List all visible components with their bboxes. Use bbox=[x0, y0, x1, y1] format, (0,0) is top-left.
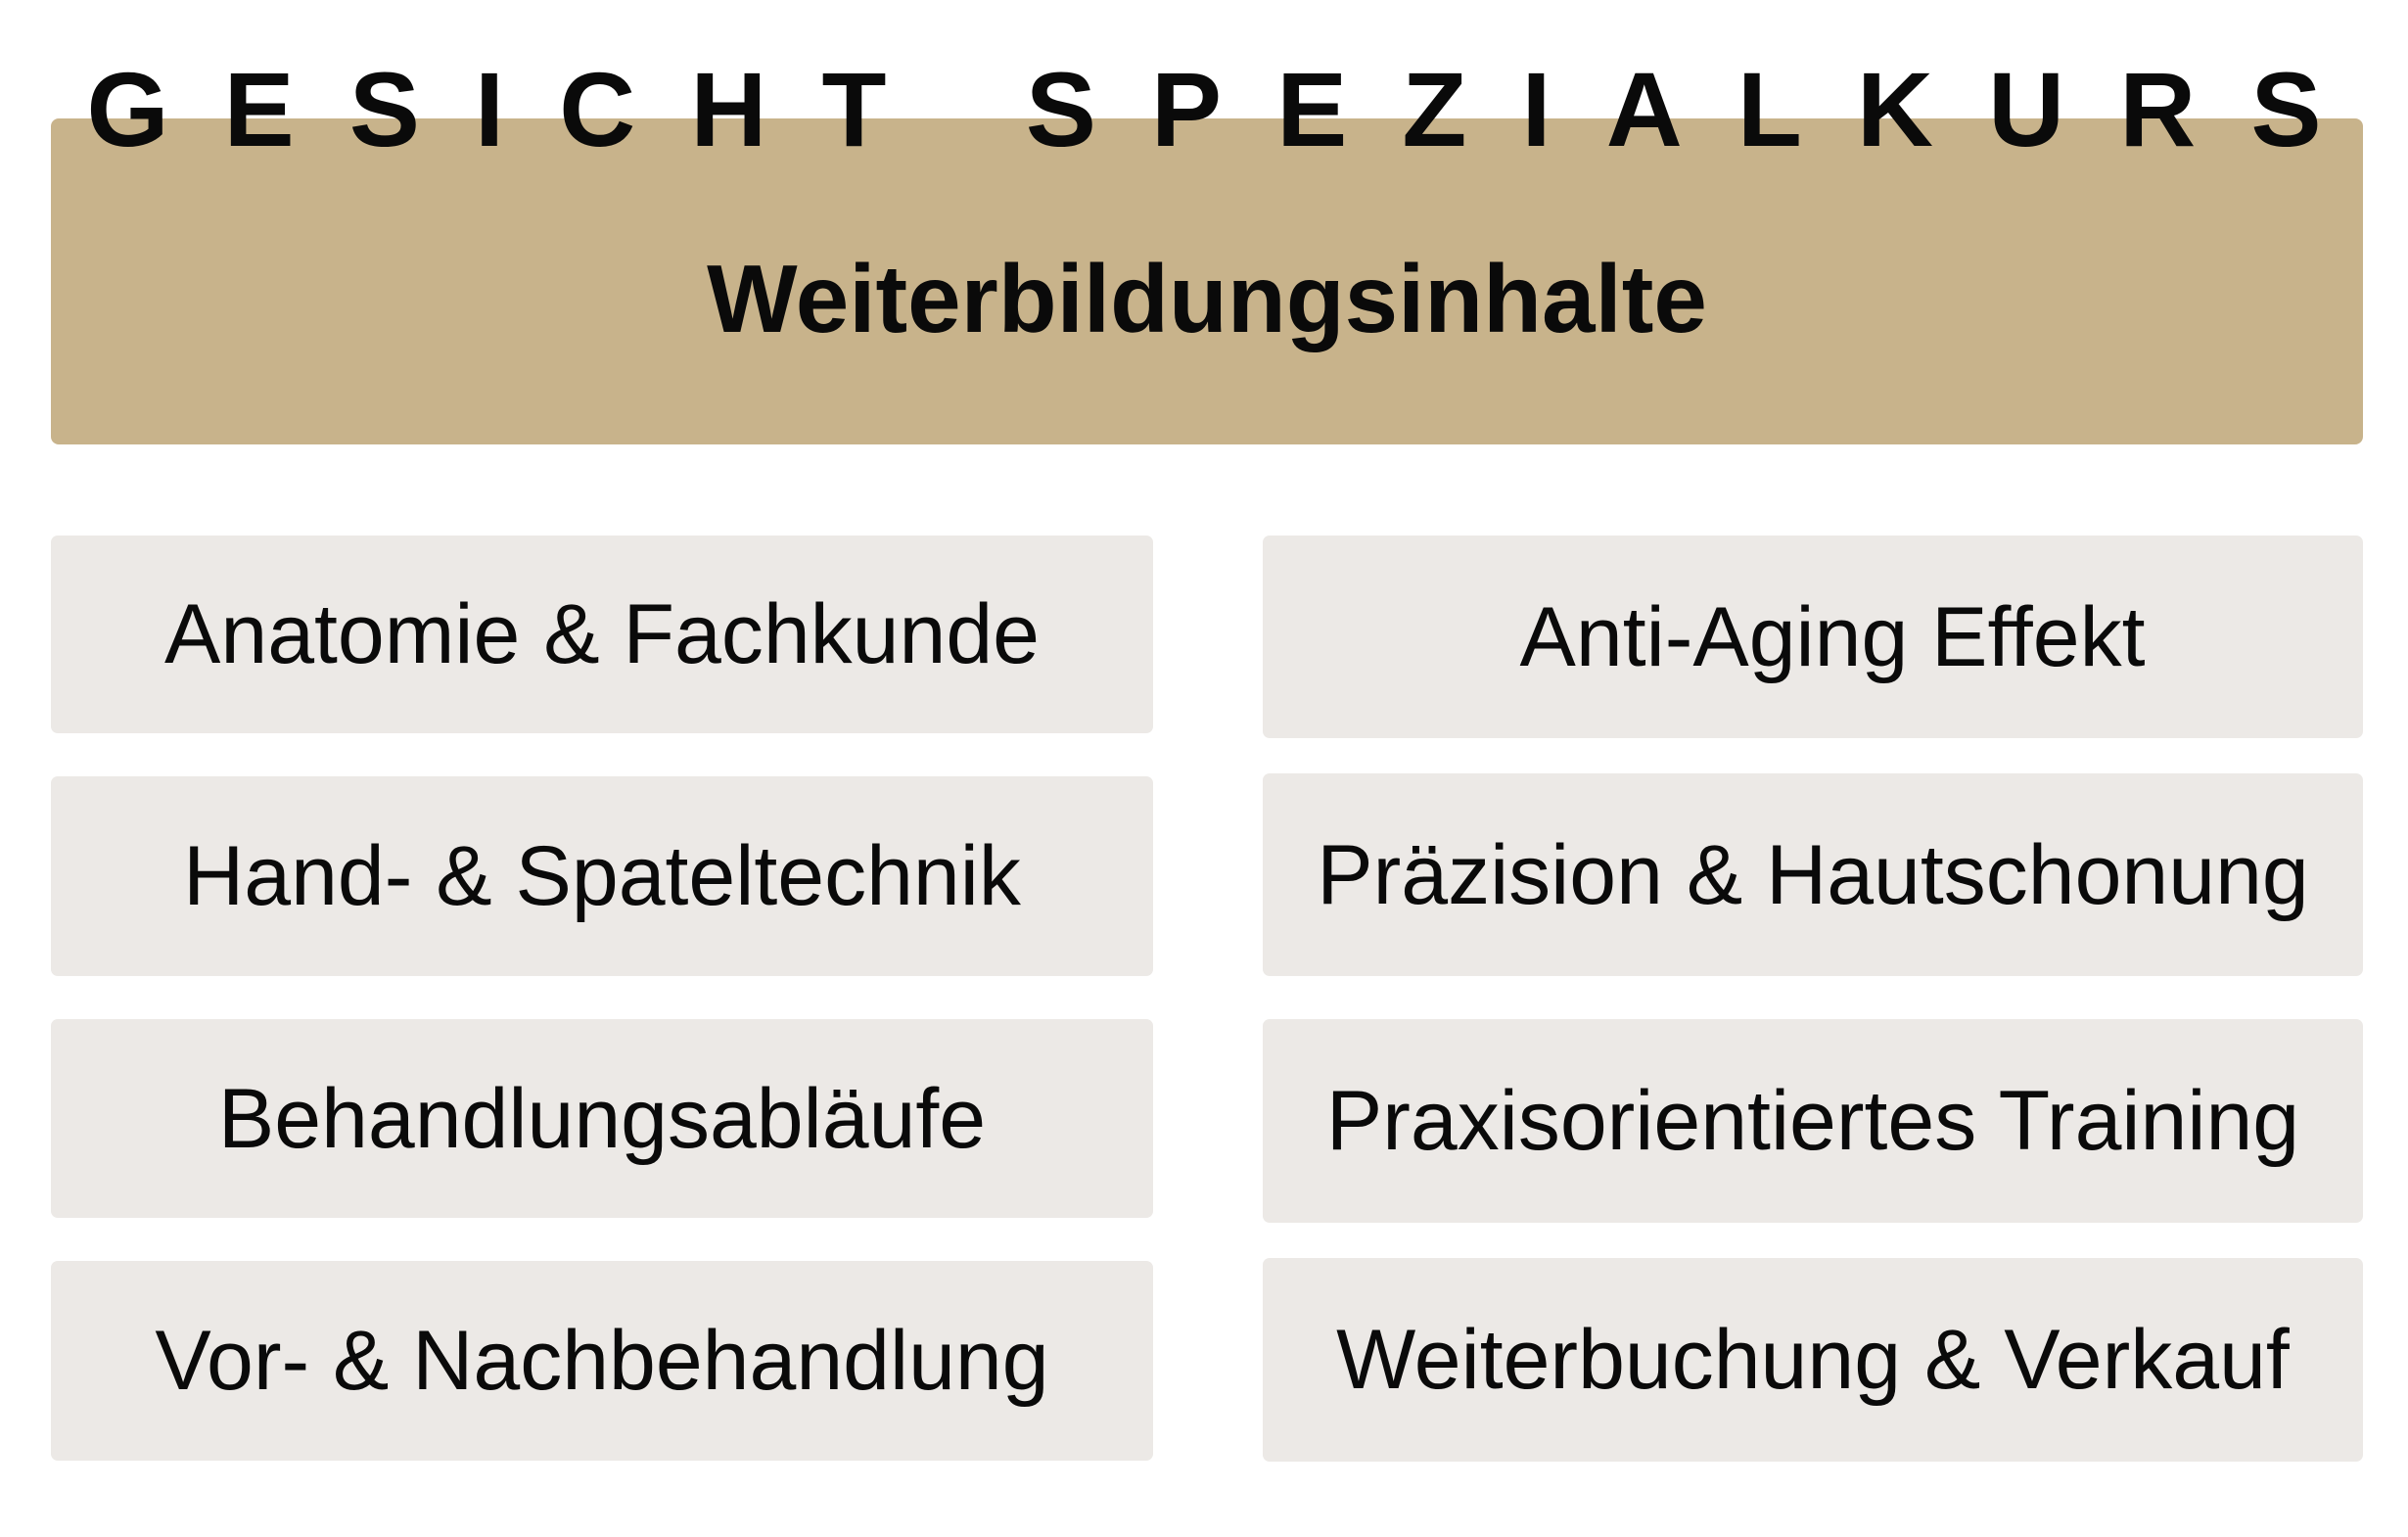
card-label: Anatomie & Fachkunde bbox=[164, 587, 1040, 681]
content-card-anti-aging: Anti-Aging Effekt bbox=[1263, 536, 2363, 738]
content-card-verkauf: Weiterbuchung & Verkauf bbox=[1263, 1258, 2363, 1462]
section-subtitle: Weiterbildungsinhalte bbox=[707, 245, 1707, 352]
content-card-technik: Hand- & Spateltechnik bbox=[51, 776, 1153, 976]
card-label: Behandlungsabläufe bbox=[217, 1071, 987, 1166]
card-label: Anti-Aging Effekt bbox=[1519, 589, 2146, 684]
card-label: Präzision & Hautschonung bbox=[1317, 827, 2309, 922]
page-title: GESICHT SPEZIALKURS bbox=[86, 50, 2377, 168]
card-label: Praxisorientiertes Training bbox=[1325, 1074, 2300, 1168]
content-card-vor-nach: Vor- & Nachbehandlung bbox=[51, 1261, 1153, 1461]
card-label: Weiterbuchung & Verkauf bbox=[1336, 1313, 2290, 1407]
content-card-ablaeufe: Behandlungsabläufe bbox=[51, 1019, 1153, 1218]
content-card-anatomie: Anatomie & Fachkunde bbox=[51, 536, 1153, 733]
content-card-training: Praxisorientiertes Training bbox=[1263, 1019, 2363, 1223]
card-label: Vor- & Nachbehandlung bbox=[155, 1314, 1049, 1408]
header-banner bbox=[51, 118, 2363, 444]
content-card-praezision: Präzision & Hautschonung bbox=[1263, 773, 2363, 976]
card-label: Hand- & Spateltechnik bbox=[183, 829, 1021, 923]
